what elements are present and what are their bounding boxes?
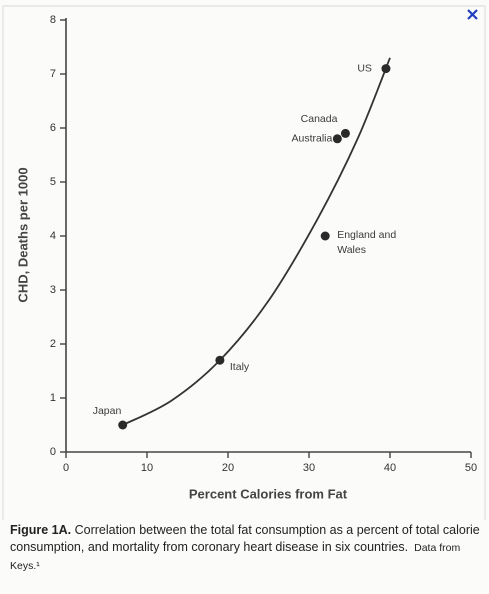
- point-label: England and Wales: [337, 229, 397, 256]
- y-axis-title: CHD, Deaths per 1000: [15, 167, 30, 302]
- y-tick-label: 0: [50, 446, 56, 458]
- x-axis-title: Percent Calories from Fat: [189, 486, 348, 501]
- point-label: Canada: [301, 113, 338, 125]
- point-label: Japan: [93, 405, 122, 417]
- fit-curve: [122, 57, 391, 426]
- data-point: [320, 231, 330, 241]
- y-tick-label: 7: [50, 68, 56, 80]
- y-tick-label: 4: [50, 230, 56, 242]
- x-tick-label: 50: [465, 462, 477, 474]
- y-tick-label: 8: [50, 14, 56, 26]
- x-tick-label: 0: [63, 462, 69, 474]
- y-tick-label: 6: [50, 122, 56, 134]
- x-tick-label: 20: [222, 462, 234, 474]
- caption: Figure 1A. Correlation between the total…: [10, 522, 480, 575]
- figure-label: Figure 1A.: [10, 523, 72, 537]
- x-tick-label: 10: [141, 462, 153, 474]
- source: Data from Keys.¹: [10, 542, 461, 572]
- x-tick-label: 30: [303, 462, 315, 474]
- chart: Percent Calories from Fat CHD, Deaths pe…: [2, 5, 486, 591]
- y-tick-label: 5: [50, 176, 56, 188]
- frame: [2, 5, 486, 591]
- point-label: Australia: [291, 133, 332, 145]
- point-label: Italy: [230, 361, 250, 373]
- y-tick-label: 2: [50, 338, 56, 350]
- y-tick-label: 1: [50, 392, 56, 404]
- data-point: [332, 134, 342, 144]
- x-tick-label: 40: [384, 462, 396, 474]
- data-point: [118, 420, 128, 430]
- close-button[interactable]: [467, 9, 478, 20]
- close-icon[interactable]: [467, 9, 478, 20]
- data-point: [381, 64, 391, 74]
- y-tick-label: 3: [50, 284, 56, 296]
- point-label: US: [357, 62, 372, 74]
- data-point: [340, 128, 350, 138]
- caption-text: Correlation between the total fat consum…: [10, 523, 480, 554]
- data-point: [215, 355, 225, 365]
